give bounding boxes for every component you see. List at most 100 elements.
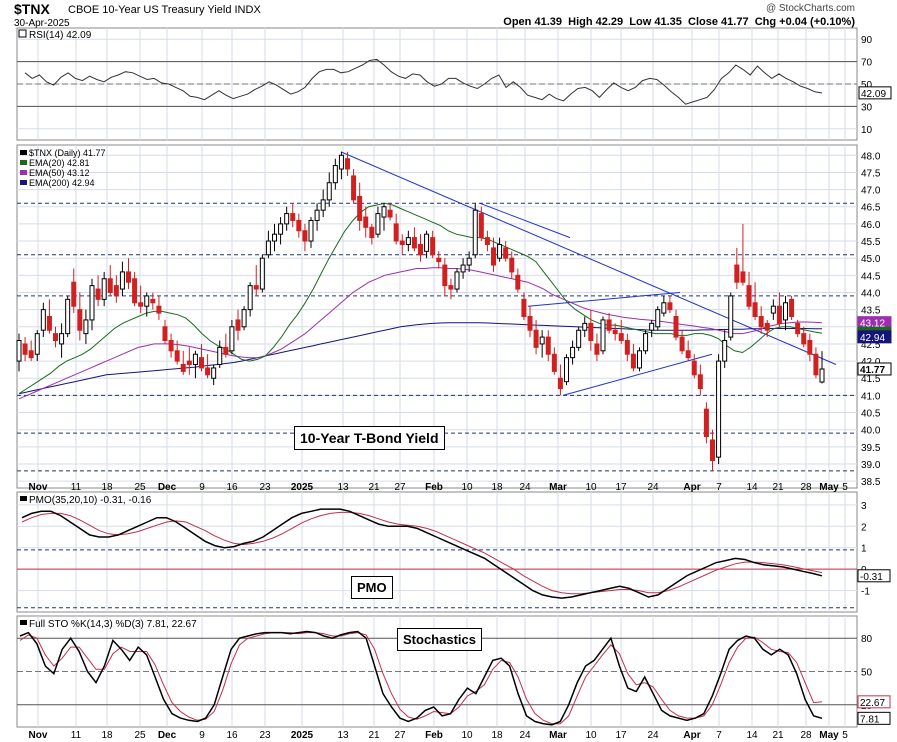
candle-body (545, 336, 551, 355)
candle-body (436, 257, 442, 263)
candle-body (369, 226, 375, 239)
candle-body (265, 240, 271, 256)
candle-body (192, 353, 198, 366)
candle-body (819, 368, 825, 383)
candle-body (138, 302, 144, 307)
candle-body (101, 278, 107, 300)
sto-k-last-label: 7.81 (860, 714, 880, 725)
sto-legend: Full STO %K(14,3) %D(3) 7.81, 22.67 (29, 619, 197, 630)
x-axis-label: 17 (615, 482, 627, 493)
price-tick-label: 40.0 (861, 426, 881, 437)
price-tick-label: 46.0 (861, 220, 881, 231)
candle-body (302, 230, 308, 242)
pmo-tick-label: 2 (861, 522, 867, 533)
price-tick-label: 39.5 (861, 443, 881, 454)
candle-body (278, 223, 284, 235)
candle-body (405, 237, 411, 245)
price-legend-entry: EMA(20) 42.81 (29, 158, 90, 168)
credit-text: @ StockCharts.com (765, 3, 855, 14)
candle-body (174, 350, 180, 362)
candle-body (770, 305, 776, 314)
pmo-line (21, 508, 823, 599)
candle-body (34, 333, 40, 355)
x-axis-label: Dec (158, 482, 177, 493)
candle-body (533, 329, 539, 348)
price-tick-label: 48.0 (861, 151, 881, 162)
candle-body (630, 353, 636, 369)
pmo-last-label: -0.31 (860, 572, 883, 583)
candle-body (484, 237, 490, 245)
candle-body (764, 322, 770, 331)
candle-body (235, 319, 241, 331)
x-axis-label: Feb (425, 482, 443, 493)
candle-body (643, 333, 649, 352)
x-axis-label: May (819, 482, 839, 493)
x-axis-label: 13 (337, 730, 349, 741)
candle-body (776, 305, 782, 324)
sto-legend-swatch (20, 620, 27, 625)
candle-body (564, 357, 569, 383)
sto-d-last-label: 22.67 (860, 698, 885, 709)
price-value-box (857, 330, 892, 344)
annotation-price: 10-Year T-Bond Yield (294, 426, 445, 450)
x-axis-label: May (819, 730, 839, 741)
price-value-label: 41.77 (860, 365, 885, 376)
close-value: 41.77 (721, 16, 749, 28)
x-axis-label: 13 (337, 482, 349, 493)
candle-body (491, 247, 496, 266)
sto-d-last-box (857, 695, 891, 709)
x-axis-label: 28 (800, 482, 812, 493)
x-axis-label: Nov (29, 482, 48, 493)
price-tick-label: 45.5 (861, 237, 881, 248)
trend-line (479, 202, 571, 239)
x-axis-label: Mar (549, 482, 567, 493)
candle-body (387, 209, 393, 218)
candle-body (679, 336, 685, 352)
rsi-last-label: 42.09 (861, 89, 886, 100)
candle-body (28, 350, 34, 359)
open-label: Open (503, 16, 532, 28)
low-value: 41.35 (654, 16, 682, 28)
price-tick-label: 47.0 (861, 186, 881, 197)
price-legend-swatch (20, 180, 27, 185)
candle-body (345, 158, 350, 170)
pmo-legend-swatch (20, 496, 27, 501)
candle-body (53, 333, 58, 342)
candle-body (308, 219, 314, 242)
candle-body (59, 333, 65, 345)
candle-body (618, 333, 624, 342)
rsi-tick-label: 50 (861, 80, 873, 91)
open-value: 41.39 (534, 16, 562, 28)
candle-body (211, 367, 217, 379)
candle-body (460, 264, 466, 273)
x-axis-label: Nov (29, 730, 48, 741)
price-legend-entry: $TNX (Daily) 41.77 (29, 148, 106, 158)
x-axis-label: 16 (226, 730, 238, 741)
candle-body (588, 322, 594, 342)
candle-body (551, 353, 557, 372)
x-axis-label: 21 (772, 730, 784, 741)
x-axis-label: 23 (259, 730, 271, 741)
x-axis-label: 14 (746, 482, 758, 493)
ema-20-line (18, 202, 823, 395)
candle-body (430, 237, 436, 256)
x-axis-label: Mar (549, 730, 567, 741)
x-axis-label: 10 (585, 482, 597, 493)
close-label: Close (688, 16, 718, 28)
x-axis-label: 28 (800, 730, 812, 741)
candle-body (624, 340, 630, 355)
candle-body (16, 340, 22, 362)
sto-k-line (19, 630, 823, 726)
x-axis-label: 24 (647, 482, 659, 493)
high-value: 42.29 (595, 16, 624, 28)
candle-body (205, 367, 211, 376)
price-legend-swatch (20, 160, 27, 165)
x-axis-label: 10 (461, 482, 473, 493)
candle-body (637, 350, 642, 369)
candle-body (655, 309, 661, 328)
candle-body (758, 316, 764, 328)
candle-body (290, 213, 296, 221)
sto-tick-label: 50 (861, 668, 873, 679)
candle-body (351, 175, 357, 201)
sto-d-line (19, 632, 823, 725)
